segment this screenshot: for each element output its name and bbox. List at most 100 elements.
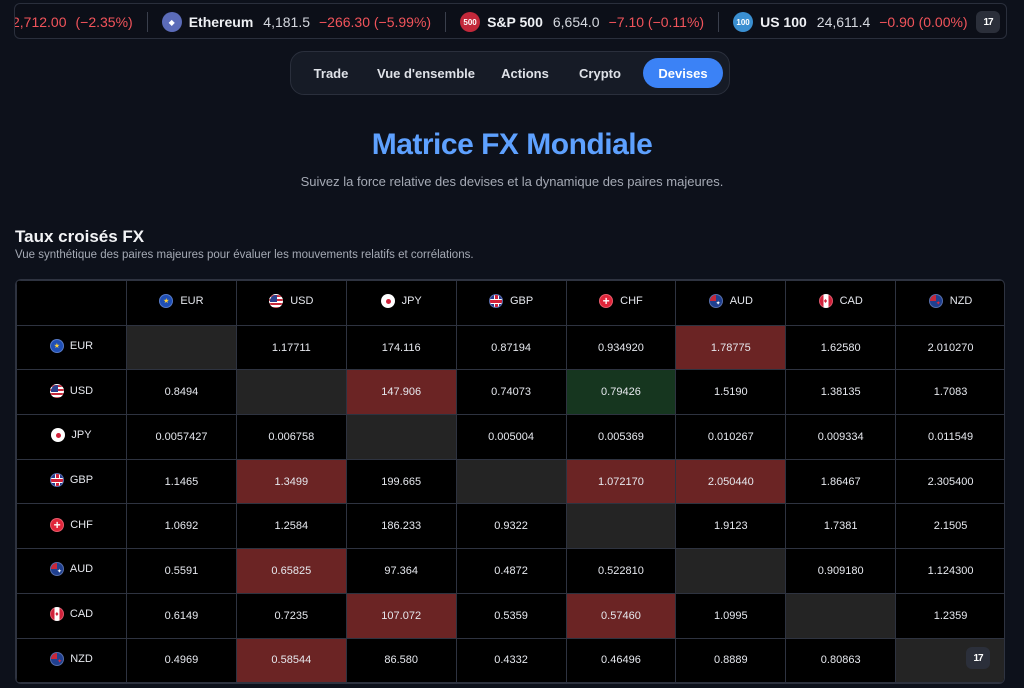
fx-table: EUR USD JPY GBP CHF AUD CAD NZD EUR 1.17711174.1… bbox=[16, 280, 1004, 683]
ticker-change: −7.10 (−0.11%) bbox=[608, 14, 705, 30]
tab-stocks[interactable]: Actions bbox=[501, 65, 549, 81]
index-icon: 500 bbox=[460, 12, 481, 32]
row-header-label: NZD bbox=[70, 652, 93, 665]
matrix-cell-empty bbox=[565, 503, 677, 550]
table-row: JPY 0.0057427 0.006758 0.005004 0.005369 0.01… bbox=[16, 414, 1004, 460]
rate-cell[interactable]: 0.9322 bbox=[455, 503, 567, 550]
rate-cell[interactable]: 2.305400 bbox=[895, 458, 1004, 505]
au-flag-icon bbox=[49, 562, 64, 577]
column-header-eur: EUR bbox=[126, 280, 237, 326]
rate-cell[interactable]: 1.86467 bbox=[785, 458, 897, 505]
ticker-name: Ethereum bbox=[188, 14, 254, 30]
row-header-label: AUD bbox=[69, 563, 94, 576]
tab-overview[interactable]: Vue d'ensemble bbox=[377, 65, 475, 81]
ticker-item[interactable]: 100 US 100 24,611.4 −0.90 (0.00%) bbox=[733, 4, 968, 38]
rate-cell[interactable]: 0.009334 bbox=[785, 414, 897, 460]
rate-cell[interactable]: 0.4332 bbox=[455, 637, 567, 683]
rate-cell[interactable]: 1.78775 bbox=[675, 324, 787, 371]
jp-flag-icon bbox=[51, 428, 66, 443]
tradingview-logo-icon[interactable]: 17 bbox=[966, 647, 990, 669]
rate-cell[interactable]: 1.124300 bbox=[895, 548, 1004, 594]
matrix-cell-empty bbox=[235, 369, 347, 416]
ticker-item[interactable]: 2,712.00 (−2.35%) bbox=[15, 4, 133, 38]
rate-cell[interactable]: 0.934920 bbox=[565, 324, 677, 371]
rate-cell[interactable]: 0.57460 bbox=[565, 592, 677, 639]
tab-crypto[interactable]: Crypto bbox=[579, 65, 621, 81]
rate-cell[interactable]: 0.522810 bbox=[565, 548, 677, 594]
rate-cell[interactable]: 0.80863 bbox=[785, 637, 897, 683]
rate-cell[interactable]: 0.65825 bbox=[235, 548, 347, 594]
column-header-aud: AUD bbox=[675, 280, 787, 326]
rate-cell[interactable]: 1.17711 bbox=[235, 324, 347, 371]
rate-cell[interactable]: 0.005004 bbox=[455, 414, 567, 460]
column-header-jpy: JPY bbox=[345, 280, 457, 326]
rate-cell[interactable]: 147.906 bbox=[345, 369, 457, 416]
column-header-label: CHF bbox=[620, 295, 643, 308]
rate-cell[interactable]: 0.7235 bbox=[235, 592, 347, 639]
ticker-item[interactable]: 500 S&P 500 6,654.0 −7.10 (−0.11%) bbox=[460, 4, 705, 38]
rate-cell[interactable]: 0.909180 bbox=[785, 548, 897, 594]
ticker-separator bbox=[718, 12, 720, 32]
rate-cell[interactable]: 0.5591 bbox=[126, 548, 237, 594]
column-header-label: JPY bbox=[401, 295, 422, 308]
rate-cell[interactable]: 1.7083 bbox=[895, 369, 1004, 416]
rate-cell[interactable]: 0.011549 bbox=[895, 414, 1004, 460]
rate-cell[interactable]: 1.3499 bbox=[235, 458, 347, 505]
row-header-jpy: JPY bbox=[16, 414, 127, 460]
rate-cell[interactable]: 107.072 bbox=[345, 592, 457, 639]
ticker-price: 4,181.5 bbox=[263, 14, 310, 30]
column-header-label: AUD bbox=[729, 295, 753, 308]
rate-cell[interactable]: 1.5190 bbox=[675, 369, 787, 416]
rate-cell[interactable]: 1.62580 bbox=[785, 324, 897, 371]
rate-cell[interactable]: 0.010267 bbox=[675, 414, 787, 460]
ticker-price: 24,611.4 bbox=[816, 14, 871, 30]
gb-flag-icon bbox=[49, 473, 64, 488]
rate-cell[interactable]: 0.58544 bbox=[235, 637, 347, 683]
rate-cell[interactable]: 1.7381 bbox=[785, 503, 897, 550]
column-header-cad: CAD bbox=[785, 280, 897, 326]
rate-cell[interactable]: 1.1465 bbox=[126, 458, 237, 505]
column-header-label: GBP bbox=[509, 295, 534, 308]
rate-cell[interactable]: 2.050440 bbox=[675, 458, 787, 505]
rate-cell[interactable]: 0.6149 bbox=[126, 592, 237, 639]
rate-cell[interactable]: 0.4969 bbox=[126, 637, 237, 683]
rate-cell[interactable]: 0.5359 bbox=[455, 592, 567, 639]
rate-cell[interactable]: 186.233 bbox=[345, 503, 457, 550]
rate-cell[interactable]: 1.072170 bbox=[565, 458, 677, 505]
nz-flag-icon bbox=[50, 651, 65, 666]
rate-cell[interactable]: 1.0995 bbox=[675, 592, 787, 639]
tab-currencies[interactable]: Devises bbox=[643, 58, 723, 88]
rate-cell[interactable]: 1.38135 bbox=[785, 369, 897, 416]
ticker-change: −266.30 (−5.99%) bbox=[319, 14, 432, 30]
rate-cell[interactable]: 0.0057427 bbox=[126, 414, 237, 460]
rate-cell[interactable]: 1.2359 bbox=[895, 592, 1004, 639]
rate-cell[interactable]: 1.2584 bbox=[235, 503, 347, 550]
row-header-cad: CAD bbox=[16, 592, 127, 639]
rate-cell[interactable]: 0.74073 bbox=[455, 369, 567, 416]
row-header-eur: EUR bbox=[16, 324, 127, 371]
rate-cell[interactable]: 0.4872 bbox=[455, 548, 567, 594]
rate-cell[interactable]: 1.0692 bbox=[126, 503, 237, 550]
ticker-tape: 2,712.00 (−2.35%) ◆ Ethereum 4,181.5 −266.30 … bbox=[14, 3, 1007, 39]
rate-cell[interactable]: 0.005369 bbox=[565, 414, 677, 460]
ticker-item[interactable]: ◆ Ethereum 4,181.5 −266.30 (−5.99%) bbox=[161, 4, 432, 38]
column-header-label: EUR bbox=[180, 295, 204, 308]
rate-cell[interactable]: 0.87194 bbox=[455, 324, 567, 371]
row-header-label: JPY bbox=[71, 429, 92, 442]
rate-cell[interactable]: 86.580 bbox=[345, 637, 457, 683]
rate-cell[interactable]: 0.79426 bbox=[565, 369, 677, 416]
rate-cell[interactable]: 1.9123 bbox=[675, 503, 787, 550]
rate-cell[interactable]: 0.006758 bbox=[235, 414, 347, 460]
rate-cell[interactable]: 2.1505 bbox=[895, 503, 1004, 550]
tab-trade[interactable]: Trade bbox=[313, 65, 349, 81]
ticker-price: 6,654.0 bbox=[552, 14, 600, 30]
rate-cell[interactable]: 174.116 bbox=[345, 324, 457, 371]
rate-cell[interactable]: 2.010270 bbox=[895, 324, 1004, 371]
rate-cell[interactable]: 0.8494 bbox=[126, 369, 237, 416]
rate-cell[interactable]: 0.8889 bbox=[675, 637, 787, 683]
rate-cell[interactable]: 199.665 bbox=[345, 458, 457, 505]
rate-cell[interactable]: 0.46496 bbox=[565, 637, 677, 683]
tradingview-logo-icon[interactable]: 17 bbox=[976, 11, 1000, 33]
rate-cell[interactable]: 97.364 bbox=[345, 548, 457, 594]
